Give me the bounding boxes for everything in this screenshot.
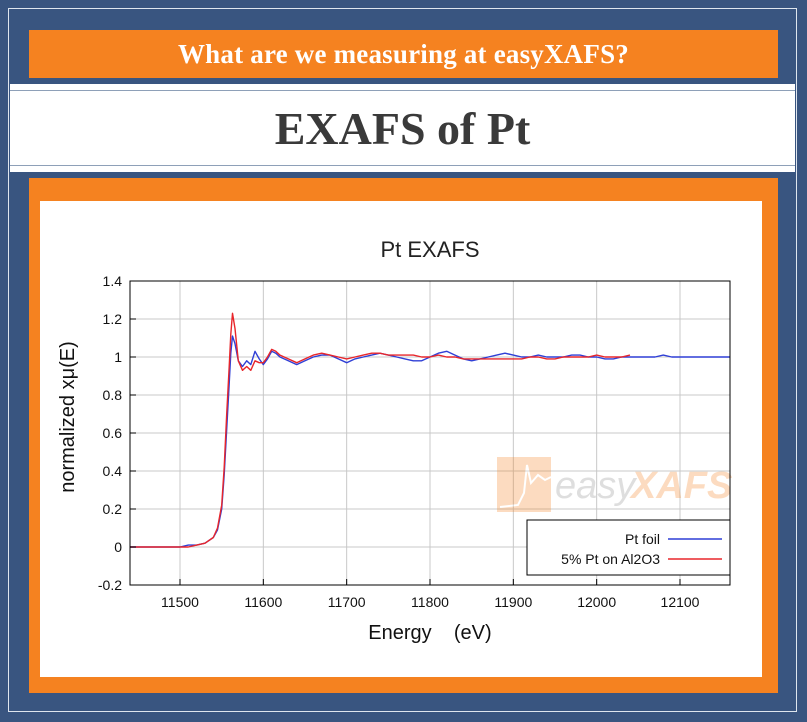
logo-spectrum-icon <box>499 464 552 508</box>
chart-legend: Pt foil 5% Pt on Al2O3 <box>526 519 731 576</box>
x-tick-label: 11700 <box>328 594 366 610</box>
y-tick-label: 0.6 <box>103 425 123 441</box>
title-divider-top <box>10 90 795 91</box>
y-tick-label: 1.2 <box>103 311 123 327</box>
y-axis-label: normalized xμ(E) <box>57 341 79 493</box>
x-tick-label: 11800 <box>411 594 449 610</box>
y-tick-label: 1.4 <box>103 273 123 289</box>
series-line-pt-on-al2o3 <box>130 312 631 548</box>
y-tick-label: 0.4 <box>103 463 123 479</box>
logo-mark-icon <box>497 457 551 512</box>
x-tick-label: 11600 <box>244 594 282 610</box>
y-tick-label: -0.2 <box>98 577 122 593</box>
x-tick-label: 11500 <box>161 594 199 610</box>
x-axis-label: Energy (eV) <box>368 622 491 644</box>
legend-label: 5% Pt on Al2O3 <box>561 551 660 567</box>
header-question: What are we measuring at easyXAFS? <box>177 38 629 69</box>
y-tick-label: 0 <box>114 539 122 555</box>
chart-title: Pt EXAFS <box>380 237 479 262</box>
logo-text-easy: easy <box>555 465 637 507</box>
legend-box <box>526 519 731 576</box>
title-band: EXAFS of Pt <box>10 84 795 172</box>
page-title: EXAFS of Pt <box>274 102 531 154</box>
y-tick-label: 0.2 <box>103 501 123 517</box>
legend-label: Pt foil <box>625 531 660 547</box>
outer-frame <box>8 8 797 712</box>
easyxafs-logo-watermark: easy XAFS <box>497 457 732 512</box>
x-tick-label: 12100 <box>661 594 700 610</box>
series-layer <box>130 312 730 548</box>
logo-text-xafs: XAFS <box>629 465 732 507</box>
chart-card: Pt EXAFS easy XAFS 11500 11600 11700 11800 1… <box>40 201 762 677</box>
exafs-chart: Pt EXAFS easy XAFS 11500 11600 11700 11800 1… <box>57 237 732 644</box>
title-divider-bottom <box>10 165 795 166</box>
header-band: What are we measuring at easyXAFS? <box>29 30 778 78</box>
tick-layer: 11500 11600 11700 11800 11900 12000 12100 -0.2 0… <box>98 273 700 610</box>
y-tick-label: 0.8 <box>103 387 123 403</box>
x-tick-label: 11900 <box>494 594 532 610</box>
y-tick-label: 1 <box>114 349 122 365</box>
x-tick-label: 12000 <box>577 594 616 610</box>
